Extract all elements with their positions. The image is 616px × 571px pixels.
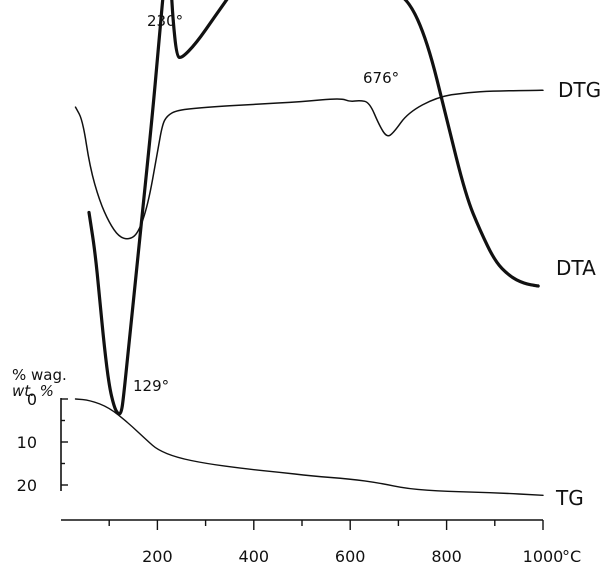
x-axis: 200 400 600 800 1000 °C [61,519,581,566]
annotation-676: 676° [363,69,399,87]
tg-tick-label: 20 [17,476,37,495]
tg-tick-label: 0 [27,390,37,409]
x-unit-label: °C [562,547,581,566]
annotation-129: 129° [133,377,169,395]
series-line-tg [74,398,544,496]
tg-tick-label: 10 [17,433,37,452]
x-tick-label: 800 [431,547,462,566]
series-label-dtg: DTG [558,78,601,102]
series-line-dta [87,0,540,416]
tg-ticks: 0 10 20 [17,390,68,495]
x-tick-label: 200 [142,547,173,566]
annotation-230: 230° [147,12,183,30]
curves-layer [74,0,544,496]
x-tick-label: 1000 [523,547,564,566]
series-label-dta: DTA [556,256,596,280]
series-label-tg: TG [555,486,584,510]
tg-unit-label-2: wt. % [12,382,54,400]
x-ticks: 200 400 600 800 1000 [108,520,564,566]
tg-unit-label-1: % wag. [12,366,67,384]
series-line-dtg [74,89,544,240]
x-tick-label: 400 [239,547,270,566]
x-tick-label: 600 [335,547,366,566]
tg-y-axis: % wag. wt. % 0 10 20 [12,366,68,495]
